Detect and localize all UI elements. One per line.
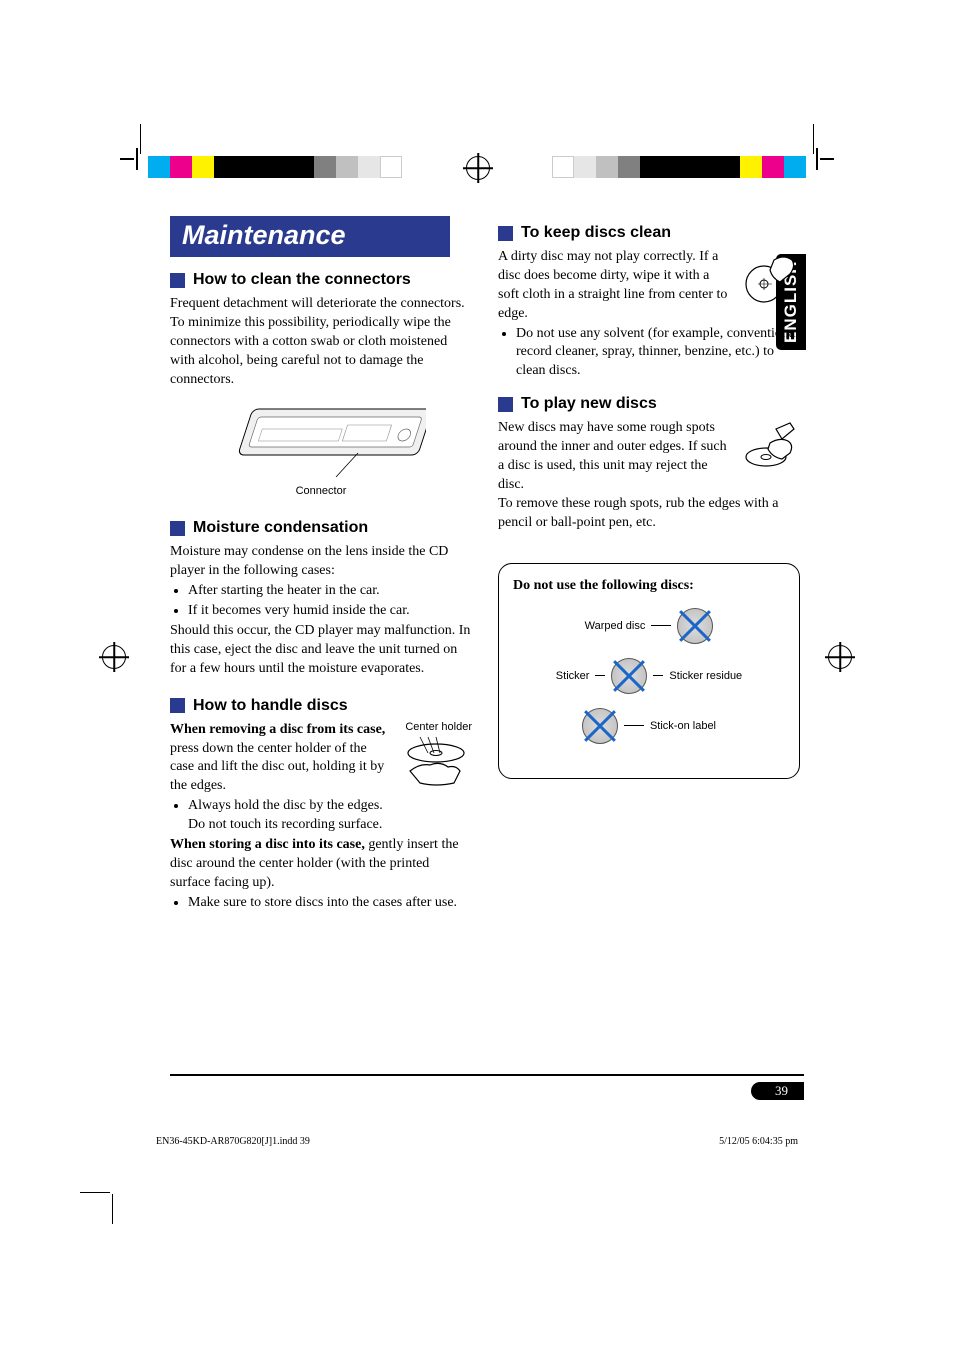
- section-heading: To play new discs: [498, 395, 800, 413]
- disc-label: Sticker residue: [669, 670, 742, 682]
- section-bullet-icon: [170, 698, 185, 713]
- heading-text: To play new discs: [521, 395, 657, 413]
- paragraph: When storing a disc into its case, gentl…: [170, 836, 472, 893]
- center-holder-figure: Center holder: [400, 721, 472, 792]
- crop-mark: [80, 1192, 110, 1193]
- page-number: 39: [751, 1082, 804, 1100]
- leader-line: [651, 625, 671, 626]
- prohibited-disc-icon: [611, 658, 647, 694]
- heading-text: How to clean the connectors: [193, 271, 411, 289]
- section-heading: How to handle discs: [170, 697, 472, 715]
- list-item: Always hold the disc by the edges. Do no…: [188, 797, 392, 835]
- page-title: Maintenance: [170, 216, 450, 257]
- list-item: If it becomes very humid inside the car.: [188, 602, 472, 621]
- leader-line: [653, 675, 663, 676]
- section-bullet-icon: [498, 226, 513, 241]
- connector-figure: [216, 399, 426, 481]
- paragraph: Should this occur, the CD player may mal…: [170, 622, 472, 679]
- text-with-figure: When removing a disc from its case, pres…: [170, 721, 472, 836]
- section-heading: Moisture condensation: [170, 519, 472, 537]
- disc-label: Stick-on label: [650, 720, 716, 732]
- right-column: To keep discs clean A dirty disc may not…: [498, 216, 800, 914]
- paragraph: New discs may have some rough spots arou…: [498, 419, 732, 495]
- footer-rule: [170, 1074, 804, 1076]
- disc-row: Warped disc: [513, 608, 785, 644]
- section-bullet-icon: [170, 273, 185, 288]
- heading-text: How to handle discs: [193, 697, 348, 715]
- section-bullet-icon: [498, 397, 513, 412]
- leader-line: [624, 725, 644, 726]
- body-text: Frequent detachment will deteriorate the…: [170, 295, 472, 389]
- text-with-figure: A dirty disc may not play correctly. If …: [498, 248, 800, 324]
- box-header: Do not use the following discs:: [513, 578, 785, 594]
- body-text: Do not use any solvent (for example, con…: [498, 325, 800, 382]
- paragraph: To remove these rough spots, rub the edg…: [498, 495, 800, 533]
- left-column: Maintenance How to clean the connectors …: [170, 216, 472, 914]
- registration-mark-icon: [466, 156, 490, 180]
- crop-mark: [820, 158, 834, 160]
- heading-text: Moisture condensation: [193, 519, 368, 537]
- body-text: When storing a disc into its case, gentl…: [170, 836, 472, 913]
- pencil-disc-icon: [740, 419, 800, 475]
- text-with-figure: New discs may have some rough spots arou…: [498, 419, 800, 495]
- crop-mark: [120, 158, 134, 160]
- list-item: Do not use any solvent (for example, con…: [516, 325, 800, 382]
- color-calibration-bar: [552, 156, 806, 178]
- figure-label: Center holder: [400, 721, 472, 733]
- prohibited-disc-icon: [677, 608, 713, 644]
- crop-mark: [813, 124, 814, 154]
- paragraph: A dirty disc may not play correctly. If …: [498, 248, 732, 324]
- paragraph: Frequent detachment will deteriorate the…: [170, 295, 472, 314]
- section-heading: How to clean the connectors: [170, 271, 472, 289]
- list-item: Make sure to store discs into the cases …: [188, 894, 472, 913]
- disc-label: Warped disc: [585, 620, 646, 632]
- registration-mark-icon: [828, 645, 852, 669]
- footer-filename: EN36-45KD-AR870G820[J]1.indd 39: [156, 1136, 310, 1147]
- heading-text: To keep discs clean: [521, 224, 671, 242]
- list-item: After starting the heater in the car.: [188, 582, 472, 601]
- disc-row: Sticker Sticker residue: [513, 658, 785, 694]
- paragraph: When removing a disc from its case, pres…: [170, 721, 392, 797]
- body-text: To remove these rough spots, rub the edg…: [498, 495, 800, 533]
- footer-timestamp: 5/12/05 6:04:35 pm: [719, 1136, 798, 1147]
- page-content: Maintenance How to clean the connectors …: [170, 216, 800, 914]
- section-bullet-icon: [170, 521, 185, 536]
- disc-row: Stick-on label: [513, 708, 785, 744]
- leader-line: [595, 675, 605, 676]
- registration-mark-icon: [102, 645, 126, 669]
- section-heading: To keep discs clean: [498, 224, 800, 242]
- prohibited-disc-icon: [582, 708, 618, 744]
- body-text: Moisture may condense on the lens inside…: [170, 543, 472, 678]
- disc-label: Sticker: [556, 670, 590, 682]
- prohibited-discs-box: Do not use the following discs: Warped d…: [498, 563, 800, 779]
- color-calibration-bar: [148, 156, 402, 178]
- paragraph: Moisture may condense on the lens inside…: [170, 543, 472, 581]
- paragraph: To minimize this possibility, periodical…: [170, 314, 472, 390]
- disc-hand-icon: [400, 735, 470, 787]
- wipe-disc-icon: [740, 248, 800, 304]
- figure-caption: Connector: [170, 485, 472, 497]
- crop-mark: [140, 124, 141, 154]
